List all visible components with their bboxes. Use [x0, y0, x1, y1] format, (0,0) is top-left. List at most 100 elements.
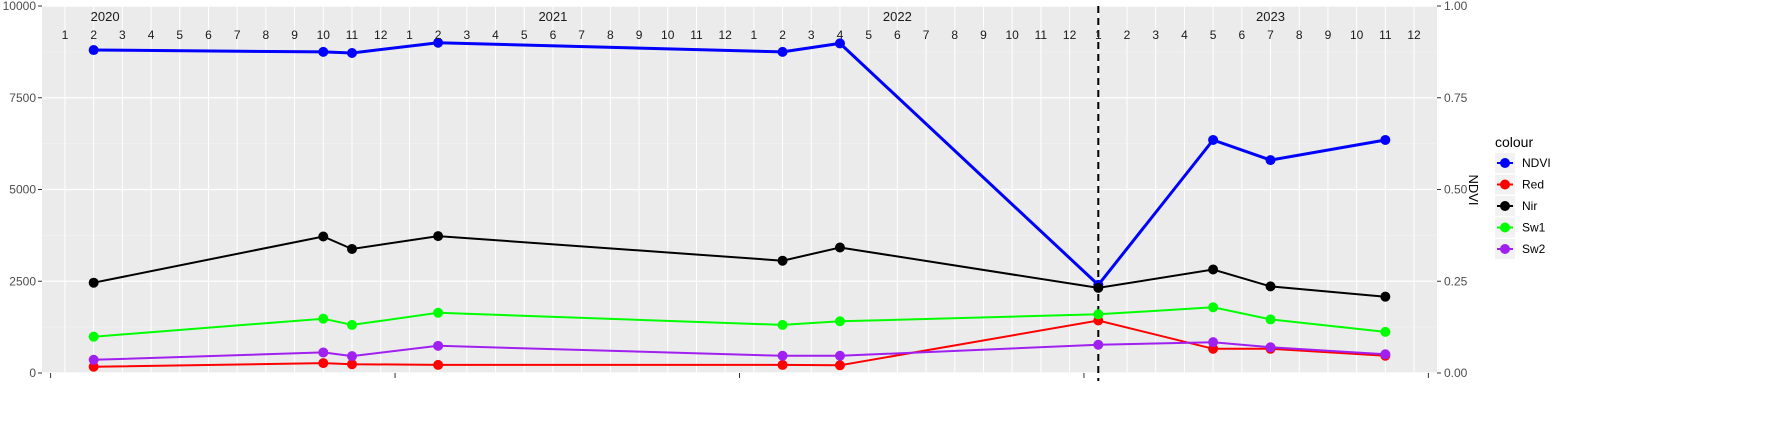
- series-line-nir: [93, 235, 1386, 298]
- series-nir: [88, 231, 1391, 302]
- month-label: 2: [90, 28, 97, 42]
- month-label: 9: [1325, 28, 1332, 42]
- legend-key-point: [1500, 244, 1510, 254]
- month-label: 10: [1350, 28, 1364, 42]
- month-label: 6: [894, 28, 901, 42]
- data-point-nir: [347, 243, 357, 254]
- data-point-ndvi: [1208, 134, 1219, 145]
- legend-key-point: [1500, 201, 1510, 211]
- y-tick-label: 0: [29, 366, 36, 380]
- data-point-ndvi: [88, 45, 99, 56]
- y-tick-label: 7500: [9, 91, 36, 105]
- month-label: 1: [1095, 28, 1102, 42]
- month-label: 9: [980, 28, 987, 42]
- data-point-red: [88, 361, 99, 372]
- y2-tick-label: 0.25: [1444, 274, 1468, 288]
- month-label: 10: [1006, 28, 1020, 42]
- data-point-sw2: [1208, 337, 1219, 348]
- data-point-sw1: [1265, 314, 1276, 325]
- month-label: 5: [176, 28, 183, 42]
- month-label: 10: [317, 28, 331, 42]
- month-label: 1: [62, 28, 69, 42]
- data-point-sw1: [433, 307, 444, 318]
- data-point-nir: [777, 255, 788, 266]
- month-label: 8: [1296, 28, 1303, 42]
- legend-label: NDVI: [1522, 156, 1551, 170]
- month-label: 12: [374, 28, 388, 42]
- month-label: 9: [291, 28, 298, 42]
- data-point-red: [777, 359, 788, 370]
- data-point-ndvi: [433, 37, 444, 48]
- data-point-sw2: [347, 351, 357, 362]
- month-label: 7: [1267, 28, 1274, 42]
- month-label: 5: [1210, 28, 1217, 42]
- data-point-ndvi: [318, 46, 329, 57]
- month-label: 7: [923, 28, 930, 42]
- legend-key-point: [1500, 158, 1510, 168]
- grid: [42, 5, 1437, 374]
- data-point-sw2: [777, 350, 788, 361]
- legend-item-ndvi: NDVI: [1495, 153, 1551, 173]
- data-point-sw1: [777, 319, 788, 330]
- month-label: 10: [661, 28, 675, 42]
- month-label: 11: [1035, 28, 1048, 42]
- month-label: 4: [837, 28, 844, 42]
- legend-label: Nir: [1522, 199, 1537, 213]
- month-label: 7: [234, 28, 241, 42]
- month-label: 4: [492, 28, 499, 42]
- month-label: 1: [751, 28, 758, 42]
- data-point-sw1: [347, 319, 357, 330]
- legend-label: Sw2: [1522, 242, 1546, 256]
- series-ndvi: [88, 37, 1391, 290]
- data-point-ndvi: [834, 38, 845, 49]
- month-label: 1: [406, 28, 413, 42]
- data-point-ndvi: [347, 47, 357, 58]
- series-line-ndvi: [93, 41, 1386, 288]
- month-label: 2: [435, 28, 442, 42]
- legend-key-point: [1500, 179, 1510, 190]
- series-layer: [88, 37, 1391, 372]
- month-label: 11: [346, 28, 359, 42]
- data-point-ndvi: [1265, 155, 1276, 166]
- y2-tick-label: 1.00: [1444, 0, 1468, 13]
- year-label: 2023: [1256, 9, 1285, 24]
- legend-label: Red: [1522, 178, 1544, 192]
- data-point-nir: [1265, 281, 1276, 292]
- month-label: 5: [865, 28, 872, 42]
- year-labels: 2020 2021 2022 2023: [91, 9, 1285, 24]
- data-point-sw2: [318, 347, 329, 358]
- year-label: 2022: [883, 9, 912, 24]
- data-point-nir: [88, 277, 99, 288]
- data-point-ndvi: [1380, 134, 1391, 145]
- legend-key-point: [1500, 222, 1510, 233]
- series-line-red: [93, 319, 1386, 368]
- data-point-sw2: [1380, 349, 1391, 360]
- data-point-sw2: [88, 354, 99, 365]
- data-point-sw1: [318, 313, 329, 324]
- data-point-sw1: [1208, 302, 1219, 313]
- data-point-sw1: [1093, 309, 1104, 320]
- data-point-sw2: [834, 350, 845, 361]
- year-label: 2020: [91, 9, 120, 24]
- data-point-nir: [318, 231, 329, 242]
- month-label: 5: [521, 28, 528, 42]
- legend-label: Sw1: [1522, 221, 1546, 235]
- month-label: 11: [690, 28, 703, 42]
- month-label: 3: [1152, 28, 1159, 42]
- data-point-red: [347, 359, 357, 370]
- data-point-nir: [433, 231, 444, 242]
- month-label: 4: [1181, 28, 1188, 42]
- data-point-sw1: [88, 331, 99, 342]
- y-tick-label: 5000: [9, 183, 36, 197]
- data-point-sw2: [1093, 339, 1104, 350]
- month-label: 8: [263, 28, 270, 42]
- data-point-sw1: [1380, 326, 1391, 337]
- y2-axis-title: NDVI: [1466, 174, 1481, 205]
- legend-title: colour: [1495, 134, 1533, 150]
- y2-tick-label: 0.50: [1444, 183, 1468, 197]
- data-point-nir: [834, 242, 845, 253]
- legend-item-red: Red: [1495, 174, 1544, 195]
- month-label: 3: [119, 28, 126, 42]
- data-point-ndvi: [777, 46, 788, 57]
